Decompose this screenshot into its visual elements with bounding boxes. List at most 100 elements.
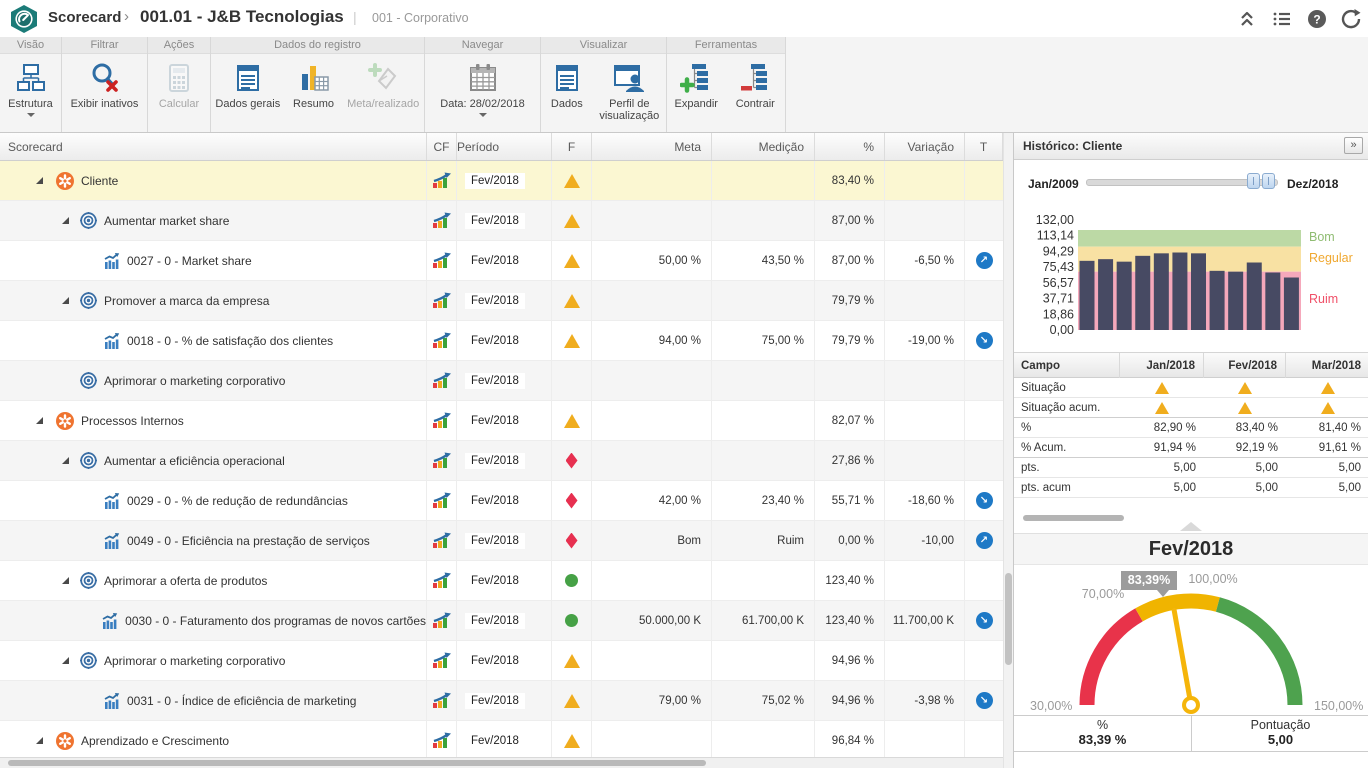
table-row[interactable]: Aprimorar a oferta de produtos Fev/2018 12… [0, 561, 1003, 601]
dados-gerais-button[interactable]: Dados gerais [211, 54, 285, 110]
calendar-icon [467, 61, 499, 95]
perfil-de-visualiza-o-button[interactable]: Perfil de visualização [593, 54, 666, 122]
table-row[interactable]: Aumentar market share Fev/2018 87,00 % [0, 201, 1003, 241]
cf-chart-icon[interactable] [432, 172, 452, 189]
gauge-threshold1-label: 70,00% [1081, 587, 1125, 601]
table-row[interactable]: 0049 - 0 - Eficiência na prestação de se… [0, 521, 1003, 561]
table-row[interactable]: 0027 - 0 - Market share Fev/2018 50,00 % 43… [0, 241, 1003, 281]
collapse-section-icon[interactable] [1180, 522, 1202, 531]
contrair-button[interactable]: Contrair [726, 54, 786, 110]
cf-chart-icon[interactable] [432, 292, 452, 309]
tree-expander-icon[interactable] [62, 657, 69, 664]
table-row[interactable]: 0029 - 0 - % de redução de redundâncias F… [0, 481, 1003, 521]
history-grid-scrollbar[interactable] [1023, 515, 1124, 521]
table-row[interactable]: Aumentar a eficiência operacional Fev/201… [0, 441, 1003, 481]
meta-cell [592, 161, 712, 200]
trend-down-icon[interactable]: ↘ [975, 692, 993, 709]
tree-expander-icon[interactable] [62, 577, 69, 584]
cf-chart-icon[interactable] [432, 452, 452, 469]
history-grid-column-3[interactable]: Mar/2018 [1311, 359, 1361, 372]
help-icon[interactable]: ? [1306, 8, 1328, 30]
period-cell: Fev/2018 [457, 521, 552, 560]
history-grid-cell: 5,00 [1338, 481, 1361, 494]
history-grid-column-1[interactable]: Jan/2018 [1120, 353, 1204, 378]
cf-chart-icon[interactable] [432, 532, 452, 549]
history-grid-column-2[interactable]: Fev/2018 [1204, 353, 1286, 378]
cf-chart-icon[interactable] [432, 252, 452, 269]
dados-button[interactable]: Dados [541, 54, 593, 110]
medicao-cell-value: 23,40 % [761, 494, 804, 507]
table-row[interactable]: 0030 - 0 - Faturamento dos programas de … [0, 601, 1003, 641]
column-header-scorecard[interactable]: Scorecard [0, 133, 427, 160]
table-vertical-scrollbar[interactable] [1003, 133, 1013, 768]
cf-cell [427, 361, 457, 400]
history-grid-column-0[interactable]: Campo [1014, 353, 1120, 378]
column-header-per-odo[interactable]: Período [457, 133, 552, 160]
vscroll-thumb[interactable] [1005, 573, 1012, 665]
cf-chart-icon[interactable] [432, 732, 452, 749]
trend-down-icon[interactable]: ↘ [975, 332, 993, 349]
list-icon[interactable] [1271, 8, 1293, 30]
table-row[interactable]: Promover a marca da empresa Fev/2018 79,79… [0, 281, 1003, 321]
tree-expander-icon[interactable] [36, 177, 43, 184]
trend-down-icon[interactable]: ↘ [975, 492, 993, 509]
cf-chart-icon[interactable] [432, 332, 452, 349]
column-header-f[interactable]: F [552, 133, 592, 160]
table-row[interactable]: Cliente Fev/2018 83,40 % [0, 161, 1003, 201]
slider-handle-start[interactable] [1247, 173, 1260, 189]
table-horizontal-scrollbar[interactable] [0, 757, 1003, 768]
tree-expander-icon[interactable] [62, 457, 69, 464]
collapse-toolbar-icon[interactable] [1236, 8, 1258, 30]
cf-chart-icon[interactable] [432, 612, 452, 629]
column-header-t[interactable]: T [965, 133, 1003, 160]
gauge-stat-label: % [1096, 718, 1109, 732]
column-header-medi-o[interactable]: Medição [712, 133, 815, 160]
table-row[interactable]: Processos Internos Fev/2018 82,07 % [0, 401, 1003, 441]
objective-icon [80, 572, 97, 589]
status-triangle-yellow-icon [1238, 401, 1252, 414]
estrutura-button[interactable]: Estrutura [0, 54, 61, 117]
column-header-cf[interactable]: CF [427, 133, 457, 160]
variacao-cell: -19,00 % [885, 321, 965, 360]
exibir-inativos-button[interactable]: Exibir inativos [62, 54, 147, 110]
objective-icon [80, 452, 97, 469]
breadcrumb-root[interactable]: Scorecard [48, 9, 122, 26]
cf-chart-icon[interactable] [432, 572, 452, 589]
data-28-02-2018-button[interactable]: Data: 28/02/2018 [425, 54, 540, 117]
cf-chart-icon[interactable] [432, 692, 452, 709]
cf-chart-icon[interactable] [432, 652, 452, 669]
cf-chart-icon[interactable] [432, 412, 452, 429]
ribbon-button-label: Contrair [735, 98, 775, 110]
refresh-icon[interactable] [1340, 8, 1362, 30]
tree-expander-icon[interactable] [62, 217, 69, 224]
cf-chart-icon[interactable] [432, 372, 452, 389]
trend-down-icon[interactable]: ↘ [975, 612, 993, 629]
panel-expand-button[interactable]: » [1344, 137, 1363, 154]
table-row[interactable]: 0031 - 0 - Índice de eficiência de marke… [0, 681, 1003, 721]
hscroll-thumb[interactable] [8, 760, 706, 766]
trend-up-icon[interactable]: ↗ [975, 252, 993, 269]
table-row[interactable]: Aprendizado e Crescimento Fev/2018 96,84 % [0, 721, 1003, 761]
column-header-varia-o[interactable]: Variação [885, 133, 965, 160]
table-row[interactable]: 0018 - 0 - % de satisfação dos clientes F… [0, 321, 1003, 361]
resumo-button[interactable]: Resumo [285, 54, 343, 110]
cf-cell [427, 161, 457, 200]
column-header-meta[interactable]: Meta [592, 133, 712, 160]
expandir-button[interactable]: Expandir [667, 54, 726, 110]
cf-cell [427, 401, 457, 440]
period-slider-track[interactable] [1086, 179, 1278, 186]
cf-chart-icon[interactable] [432, 212, 452, 229]
tree-expander-icon[interactable] [62, 297, 69, 304]
trend-up-icon[interactable]: ↗ [975, 532, 993, 549]
meta-cell [592, 641, 712, 680]
name-cell: 0031 - 0 - Índice de eficiência de marke… [0, 681, 427, 720]
tree-expander-icon[interactable] [36, 737, 43, 744]
slider-handle-end[interactable] [1262, 173, 1275, 189]
table-row[interactable]: Aprimorar o marketing corporativo Fev/201… [0, 361, 1003, 401]
table-row[interactable]: Aprimorar o marketing corporativo Fev/201… [0, 641, 1003, 681]
gauge-stat: % 83,39 % [1014, 716, 1191, 751]
column-header-%[interactable]: % [815, 133, 885, 160]
tree-expander-icon[interactable] [36, 417, 43, 424]
cf-chart-icon[interactable] [432, 492, 452, 509]
gauge-min-label: 30,00% [1030, 699, 1073, 713]
